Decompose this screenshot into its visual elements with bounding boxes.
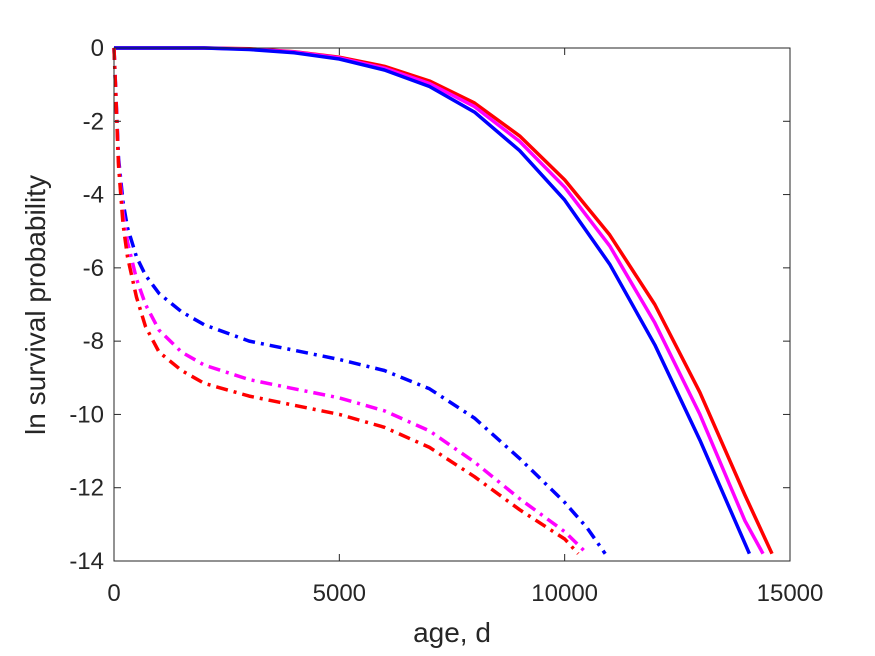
- x-tick-label: 15000: [757, 580, 824, 607]
- y-tick-label: -4: [83, 182, 104, 209]
- axes: [113, 47, 791, 562]
- y-axis-label: ln survival probability: [20, 175, 51, 435]
- plot-box: [113, 47, 791, 562]
- series-line-5-dashdot: [112, 47, 589, 555]
- y-tick-label: -6: [83, 255, 104, 282]
- x-tick-label: 5000: [313, 580, 366, 607]
- series-line-2-solid: [114, 46, 765, 555]
- y-tick-label: -12: [69, 475, 104, 502]
- tick-labels: 0 5000 10000 15000 0 -2 -4 -6 -8 -10 -12 -14: [69, 35, 823, 607]
- y-tick-label: -10: [69, 401, 104, 428]
- x-tick-label: 0: [107, 580, 120, 607]
- x-tick-label: 10000: [531, 580, 598, 607]
- y-tick-label: 0: [91, 35, 104, 62]
- series-layer: [112, 46, 774, 555]
- series-line-6-dashdot: [112, 47, 580, 555]
- series-line-4-dashdot: [112, 47, 607, 555]
- y-tick-label: -2: [83, 108, 104, 135]
- y-tick-label: -14: [69, 548, 104, 575]
- series-line-1-solid: [114, 46, 774, 555]
- y-tick-label: -8: [83, 328, 104, 355]
- x-axis-label: age, d: [413, 617, 491, 648]
